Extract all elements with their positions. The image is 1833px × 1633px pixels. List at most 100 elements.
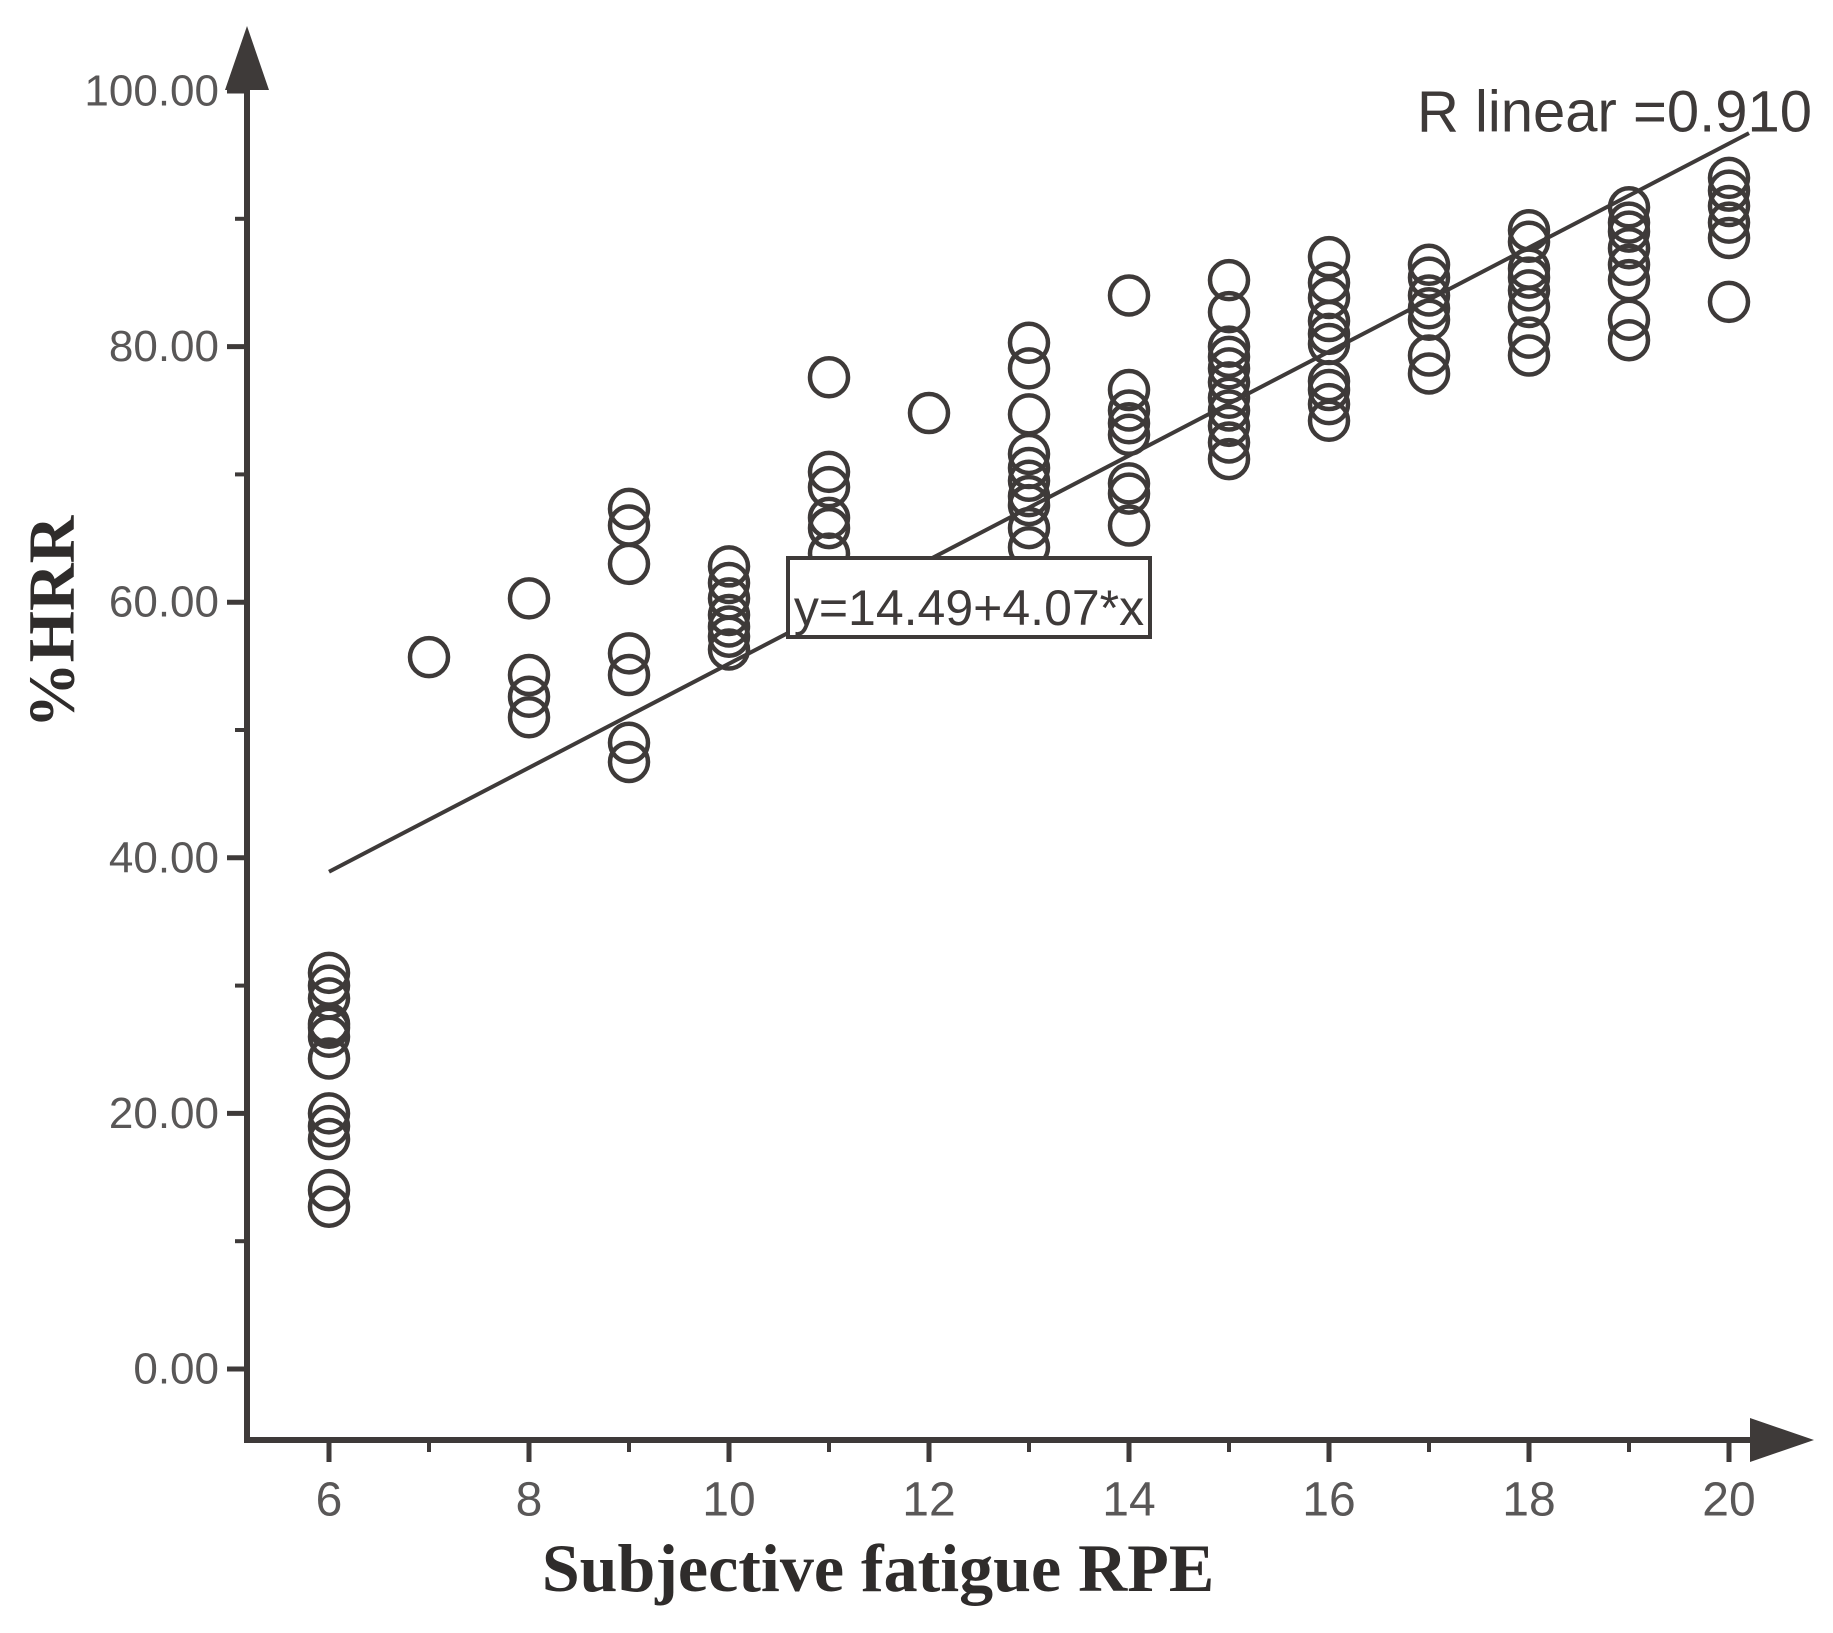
data-point — [707, 593, 751, 637]
data-point — [1207, 361, 1251, 404]
data-point — [1107, 368, 1151, 412]
data-point — [1307, 382, 1351, 426]
data-point — [1107, 472, 1151, 515]
data-point — [807, 356, 851, 399]
x-ticks-group: 6 8 10 12 14 16 18 20 — [316, 1440, 1756, 1527]
equation-box — [786, 556, 1152, 639]
data-point — [1307, 312, 1351, 356]
data-point — [307, 951, 351, 995]
data-point — [1207, 389, 1251, 432]
data-points-group — [307, 156, 1751, 1228]
data-point — [307, 1104, 351, 1148]
data-point — [1707, 156, 1751, 200]
data-point — [1207, 376, 1251, 419]
data-point — [1707, 280, 1751, 324]
data-point — [1307, 299, 1351, 343]
data-point — [1507, 256, 1551, 299]
r-linear-annotation: R linear =0.910 — [1417, 80, 1812, 145]
data-point — [1107, 462, 1151, 505]
x-tick-label: 16 — [1302, 1474, 1355, 1527]
data-point — [307, 1117, 351, 1161]
data-point — [1007, 321, 1051, 365]
data-point — [1307, 235, 1351, 279]
data-point — [1407, 256, 1451, 299]
data-point — [1707, 216, 1751, 260]
data-point — [1507, 247, 1551, 290]
data-point — [807, 465, 851, 509]
data-point — [607, 487, 651, 531]
data-point — [1407, 352, 1451, 395]
axes-group — [225, 26, 1814, 1462]
x-tick-label: 12 — [902, 1474, 955, 1527]
data-point — [1207, 347, 1251, 390]
data-point — [707, 605, 751, 648]
y-tick-label: 100.00 — [84, 67, 219, 116]
data-point — [707, 545, 751, 588]
data-point — [307, 1168, 351, 1212]
data-point — [407, 635, 451, 679]
data-point — [1207, 258, 1251, 302]
data-point — [1207, 290, 1251, 334]
data-point — [1707, 169, 1751, 212]
data-point — [507, 653, 551, 697]
data-point — [1407, 287, 1451, 330]
data-point — [1607, 186, 1651, 229]
data-point — [607, 632, 651, 675]
x-tick-label: 14 — [1102, 1474, 1155, 1527]
x-tick-label: 8 — [516, 1474, 543, 1527]
data-point — [907, 391, 951, 435]
data-point — [1507, 269, 1551, 312]
data-point — [1407, 334, 1451, 377]
data-point — [1607, 298, 1651, 342]
data-point — [1507, 334, 1551, 377]
data-point — [1207, 335, 1251, 379]
data-point — [707, 561, 751, 605]
data-point — [307, 1015, 351, 1058]
data-point — [607, 653, 651, 697]
data-point — [1007, 459, 1051, 503]
y-tick-label: 20.00 — [109, 1089, 219, 1138]
data-point — [1507, 285, 1551, 329]
y-ticks-group: 0.00 20.00 40.00 60.00 80.00 100.00 — [84, 67, 247, 1394]
x-tick-label: 6 — [316, 1474, 343, 1527]
data-point — [1107, 504, 1151, 547]
data-point — [507, 695, 551, 739]
data-point — [307, 1037, 351, 1080]
y-tick-label: 40.00 — [109, 833, 219, 882]
data-point — [307, 1185, 351, 1228]
data-point — [1007, 506, 1051, 550]
data-point — [807, 506, 851, 550]
y-tick-label: 80.00 — [109, 322, 219, 371]
x-tick-label: 18 — [1502, 1474, 1555, 1527]
data-point — [1307, 399, 1351, 442]
data-point — [1107, 389, 1151, 432]
data-point — [1307, 368, 1351, 412]
data-point — [607, 721, 651, 765]
x-axis-title: Subjective fatigue RPE — [542, 1530, 1214, 1606]
data-point — [1607, 318, 1651, 362]
data-point — [707, 615, 751, 658]
y-tick-label: 0.00 — [133, 1345, 219, 1394]
x-tick-label: 20 — [1702, 1474, 1755, 1527]
y-tick-label: 60.00 — [109, 578, 219, 627]
data-point — [1607, 210, 1651, 253]
regression-line — [328, 131, 1750, 874]
data-point — [1007, 432, 1051, 476]
data-point — [807, 450, 851, 494]
data-point — [1607, 243, 1651, 287]
data-point — [1607, 226, 1651, 270]
data-point — [1007, 483, 1051, 527]
data-point — [1207, 404, 1251, 448]
data-point — [1107, 402, 1151, 445]
data-point — [1007, 393, 1051, 436]
data-point — [507, 577, 551, 620]
x-axis-arrow-icon — [1750, 1418, 1814, 1462]
data-point — [607, 542, 651, 586]
data-point — [607, 740, 651, 784]
data-point — [1407, 274, 1451, 317]
data-point — [1107, 274, 1151, 317]
data-point — [707, 628, 751, 671]
data-point — [507, 675, 551, 719]
